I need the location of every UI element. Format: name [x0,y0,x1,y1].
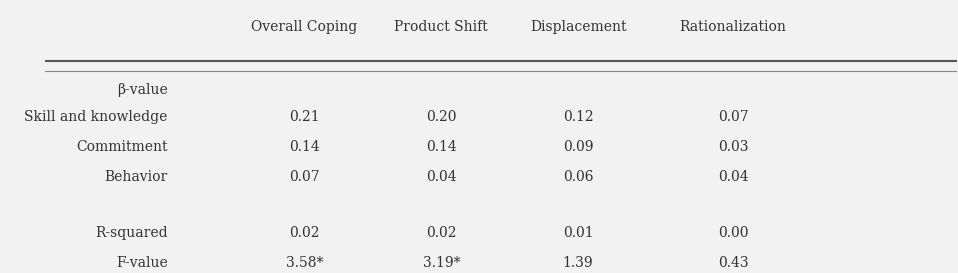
Text: Displacement: Displacement [530,20,627,34]
Text: 0.03: 0.03 [718,140,748,154]
Text: 0.07: 0.07 [718,110,748,124]
Text: 3.19*: 3.19* [422,256,460,270]
Text: 1.39: 1.39 [562,256,593,270]
Text: Behavior: Behavior [104,170,168,183]
Text: 0.21: 0.21 [289,110,320,124]
Text: 0.07: 0.07 [289,170,320,183]
Text: 0.43: 0.43 [718,256,748,270]
Text: 0.09: 0.09 [563,140,593,154]
Text: 0.02: 0.02 [426,226,457,240]
Text: 0.04: 0.04 [426,170,457,183]
Text: 0.12: 0.12 [562,110,593,124]
Text: R-squared: R-squared [95,226,168,240]
Text: 0.00: 0.00 [718,226,748,240]
Text: 0.02: 0.02 [289,226,320,240]
Text: 0.20: 0.20 [426,110,457,124]
Text: β-value: β-value [117,83,168,97]
Text: Overall Coping: Overall Coping [251,20,357,34]
Text: Rationalization: Rationalization [680,20,787,34]
Text: Skill and knowledge: Skill and knowledge [24,110,168,124]
Text: Commitment: Commitment [77,140,168,154]
Text: 0.04: 0.04 [718,170,748,183]
Text: F-value: F-value [116,256,168,270]
Text: 0.14: 0.14 [426,140,457,154]
Text: Product Shift: Product Shift [395,20,489,34]
Text: 3.58*: 3.58* [285,256,323,270]
Text: 0.14: 0.14 [289,140,320,154]
Text: 0.01: 0.01 [562,226,593,240]
Text: 0.06: 0.06 [563,170,593,183]
